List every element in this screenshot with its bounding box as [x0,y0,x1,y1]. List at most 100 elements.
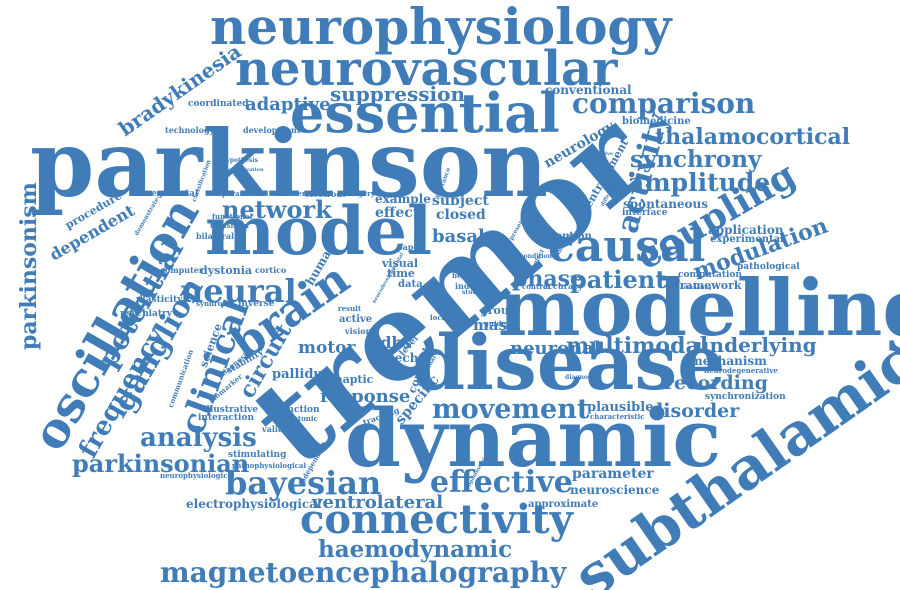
word-conventional: conventional [545,83,632,97]
word-synaptic: synaptic [322,373,374,386]
word-mechanism: mechanism [690,354,767,368]
word-local: local [430,313,449,322]
word-experimental: experimental [710,234,784,245]
word-neurophysiology: neurophysiology [210,0,672,56]
word-bilateral: bilateral [196,231,235,241]
word-paper: paper [397,242,423,252]
word-result: result [338,304,362,313]
word-characteristic: characteristic [590,412,645,421]
word-framework: framework [675,279,742,292]
word-neurodegenerative: neurodegenerative [704,366,778,375]
word-modelling: modelling [498,263,900,354]
word-index: index [455,281,480,291]
word-movement: movement [432,394,590,425]
word-pathophysiological: pathophysiological [232,461,307,470]
word-dystonic: dystonic [285,414,318,423]
word-ventrolateral: ventrolateral [312,492,444,513]
word-plasticity: plasticity [136,295,183,305]
word-adbs: adbs [370,333,412,352]
word-surgery: surgery [345,189,375,198]
word-diagnostic: diagnostic [565,374,601,381]
word-haemodynamic: haemodynamic [318,536,513,563]
word-subject: subject [432,193,489,209]
word-cortico: cortico [255,265,287,275]
word-syndrome: syndrome [196,299,235,308]
word-field: field [452,271,470,280]
word-adaptive: adaptive [245,94,331,115]
word-neurophysiological: neurophysiological [160,471,235,480]
word-attention: attention [540,231,592,242]
word-parkinsonism: parkinsonism [15,182,42,350]
word-dystonia: dystonia [200,264,252,277]
word-interface: interface [622,208,668,218]
word-control: control [522,282,551,291]
word-inverse: inverse [238,299,275,309]
word-analysis: analysis [140,423,257,453]
word-technology: technology [165,125,215,135]
word-psychiatry: psychiatry [120,309,172,319]
word-motor: motor [298,338,356,358]
word-differences: differences [340,403,384,412]
word-illustrative: illustrative [203,405,259,415]
word-electrode: electrode [305,189,348,199]
word-hypothesis: hypothesis [222,157,259,164]
word-application: application [708,223,784,237]
word-example: example [375,192,431,206]
word-comparison: comparison [572,87,756,120]
word-parkinson: parkinson [30,110,549,218]
word-neurovascular: neurovascular [235,41,618,97]
word-underlying: underlying [695,333,817,357]
word-neural: neural [180,272,297,310]
word-recording: recording [664,372,768,394]
word-approximate: approximate [528,499,599,510]
word-parkinsonian: parkinsonian [72,449,250,478]
word-optimization: optimization [228,167,264,173]
word-condition: condition [520,253,552,260]
word-speech: speech [372,351,419,365]
word-cycle: cycle [452,262,472,271]
word-effect: effect [375,205,420,221]
word-network: network [222,195,332,224]
word-disorder: disorder [650,400,740,422]
word-model: model [205,192,433,270]
word-transition: transition [210,221,249,230]
word-study: study [462,289,481,296]
word-dynamic: dynamic [345,391,722,485]
word-segmental: segmental [146,189,199,199]
word-effective: effective [430,465,573,500]
word-amplitude: amplitude [628,168,771,197]
word-cumulative: cumulative [582,151,614,157]
word-computer: computer [160,265,204,275]
word-essential: essential [290,81,560,145]
word-time: time [387,267,415,280]
word-development: development [243,125,301,135]
word-closed: closed [436,207,486,223]
word-coordinated: coordinated [188,99,249,109]
word-function: function [277,405,320,415]
word-functional: functional [212,212,253,221]
word-group: group [480,304,517,317]
word-plausible: plausible [587,400,654,415]
word-guide: guide [484,319,506,328]
word-response: response [320,386,411,407]
word-alternating: alternating [680,285,712,291]
word-synchronization: synchronization [705,392,786,402]
word-pathological: pathological [737,262,800,272]
word-computation: computation [678,270,742,280]
word-synchrony: synchrony [630,146,762,173]
word-connectivity: connectivity [300,496,573,543]
word-disease: disease [412,318,726,407]
word-multimodal: multimodal [566,333,709,359]
word-suppression: suppression [330,82,466,106]
word-spontaneous: spontaneous [623,197,709,211]
word-active: active [339,314,373,325]
word-stimulating: stimulating [228,450,287,460]
word-visual: visual [382,257,419,270]
word-electrophysiological: electrophysiological [186,497,322,511]
word-phase: phase [512,266,585,292]
word-patient: patient [570,265,667,294]
word-neuroscience: neuroscience [570,483,660,497]
word-magnetoencephalography: magnetoencephalography [160,556,567,589]
word-parametric: parametric [222,189,266,198]
